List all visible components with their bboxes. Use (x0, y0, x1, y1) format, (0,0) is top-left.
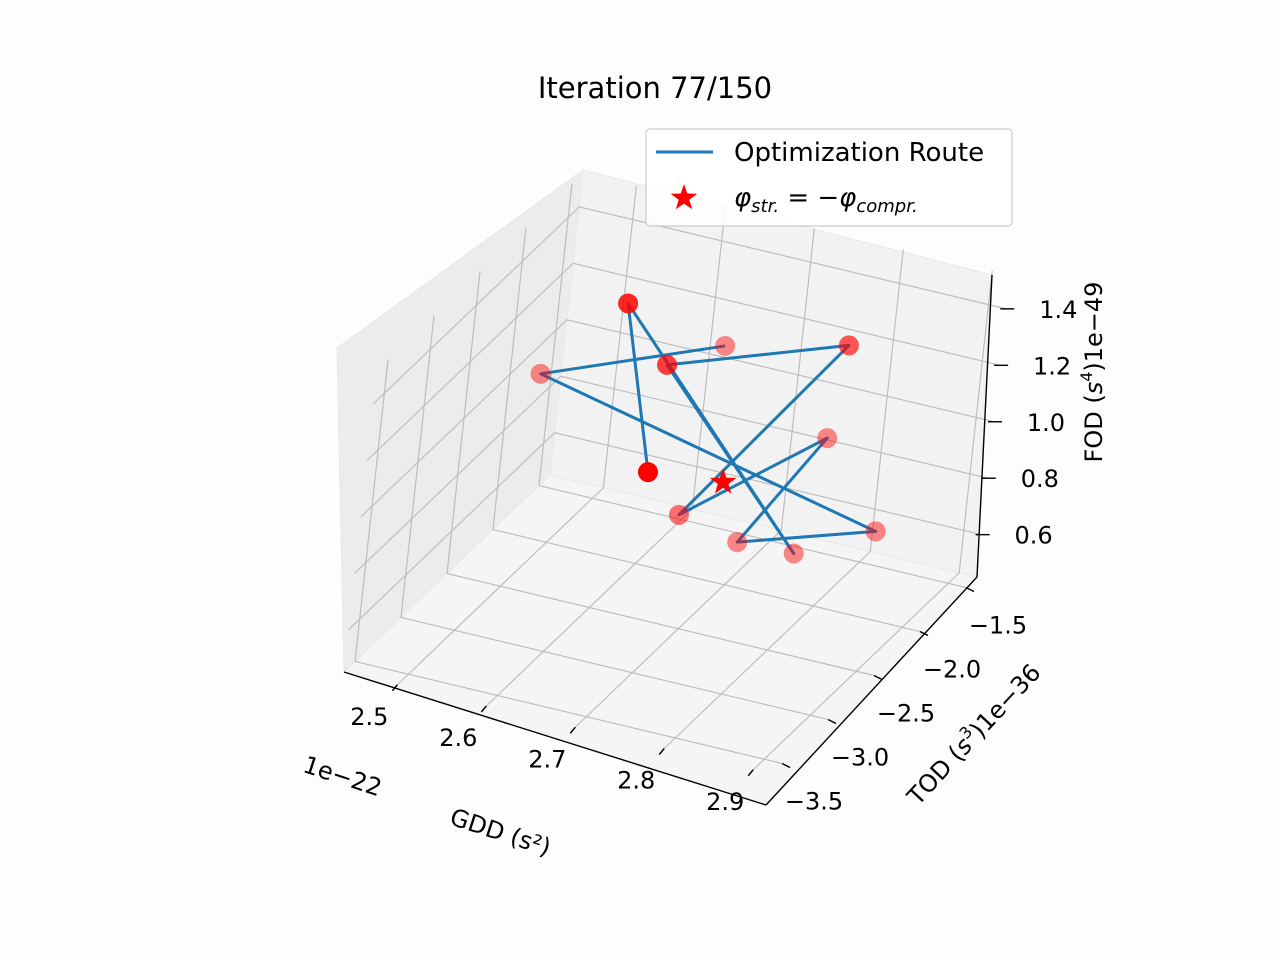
chart-title: Iteration 77/150 (538, 71, 772, 105)
legend-star-swatch (670, 184, 698, 210)
legend: Optimization Route φstr. = −φcompr. (645, 128, 1013, 227)
y-grid-line (354, 359, 783, 765)
z-grid-line (354, 375, 988, 574)
y-grid-line (400, 315, 829, 721)
y-grid-line (538, 183, 967, 589)
route-point (783, 543, 804, 564)
z-axis-line (976, 274, 993, 578)
y-tick-mark (965, 586, 975, 593)
x-axis-line (343, 671, 767, 806)
target-star-marker (709, 468, 737, 494)
y-tick-label: −2.0 (923, 656, 981, 684)
x-tick-label: 2.9 (706, 788, 744, 816)
z-grid-line (372, 206, 1007, 405)
x-grid-line (396, 185, 637, 686)
y-tick-label: −3.0 (831, 743, 889, 771)
y-tick-mark (827, 718, 837, 725)
y-tick-mark (919, 630, 929, 637)
y-ticks: −3.5 −3.0 −2.5 −2.0 −1.5 (781, 586, 1027, 815)
y-tick-label: −3.5 (785, 787, 843, 815)
z-grid-line (366, 262, 1001, 461)
route-points (530, 293, 886, 564)
route-point (865, 521, 886, 542)
route-point (618, 293, 639, 314)
y-tick-label: −2.5 (877, 700, 935, 728)
y-tick-mark (873, 674, 883, 681)
z-ticks: 0.6 0.8 1.0 1.2 1.4 (975, 296, 1077, 550)
z-tick-label: 1.0 (1027, 409, 1065, 437)
route-point (657, 354, 678, 375)
y-tick-label: −1.5 (969, 612, 1027, 640)
z-tick-label: 1.4 (1039, 296, 1077, 324)
legend-star-label: φstr. = −φcompr. (734, 183, 918, 217)
route-point (668, 504, 689, 525)
x-tick-label: 2.6 (439, 724, 477, 752)
legend-box (645, 128, 1013, 227)
z-tick-label: 0.8 (1021, 465, 1059, 493)
x-tick-mark (569, 726, 576, 734)
x-axis-label: GDD (s²) (447, 803, 555, 862)
z-tick-label: 1.2 (1033, 352, 1071, 380)
legend-route-label: Optimization Route (734, 138, 984, 168)
x-tick-label: 2.5 (350, 703, 388, 731)
x-tick-label: 2.7 (528, 745, 566, 773)
x-tick-mark (480, 705, 487, 713)
x-tick-mark (658, 748, 665, 755)
x-grid-line (574, 228, 815, 728)
axes (343, 274, 993, 806)
route-point (530, 363, 551, 384)
z-grid-line (348, 432, 982, 631)
x-grid-line (752, 270, 993, 771)
z-axis-label: FOD (s4)1e−49 (1077, 282, 1108, 463)
y-grid-line (446, 271, 875, 677)
route-point (838, 335, 859, 356)
x-tick-mark (747, 769, 754, 777)
x-ticks: 2.5 2.6 2.7 2.8 2.9 (350, 684, 754, 816)
x-offset-label: 1e−22 (300, 751, 385, 803)
z-grid-line (360, 319, 995, 518)
z-tick-label: 0.6 (1015, 522, 1053, 550)
y-grid-line (492, 227, 921, 633)
axis-panes (336, 168, 993, 806)
y-tick-mark (781, 762, 791, 769)
x-tick-mark (391, 684, 398, 692)
route-point (715, 335, 736, 356)
route-point (727, 532, 748, 553)
x-tick-label: 2.8 (617, 767, 655, 795)
y-axis-line (765, 576, 978, 806)
route-point (817, 428, 838, 449)
x-grid-line (663, 249, 904, 749)
target-star (709, 468, 737, 494)
route-point (637, 462, 658, 483)
grid-lines (348, 183, 1007, 771)
